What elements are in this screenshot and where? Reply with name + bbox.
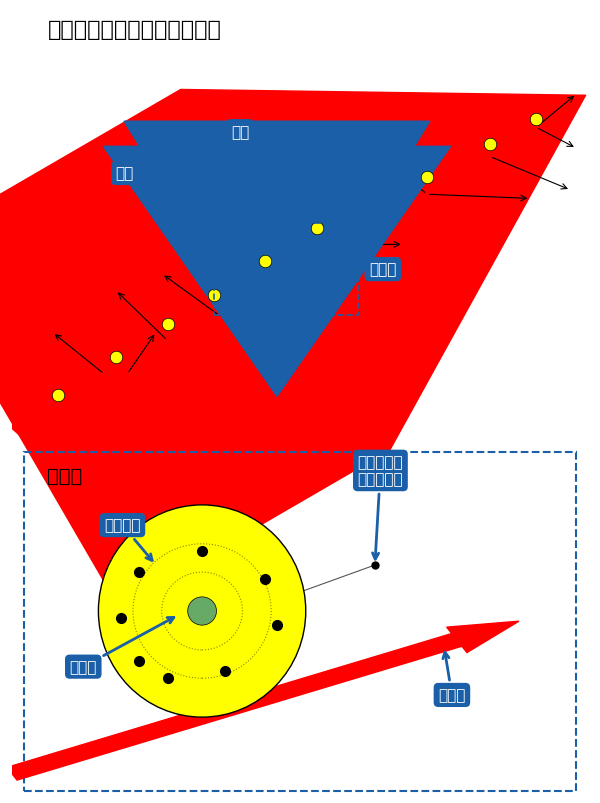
Text: 放射線が空気を電離する様子: 放射線が空気を電離する様子 <box>48 20 222 40</box>
Ellipse shape <box>98 505 306 717</box>
Text: 放射線: 放射線 <box>438 652 466 703</box>
Text: 電子: 電子 <box>231 124 266 247</box>
FancyArrow shape <box>7 622 519 781</box>
Text: 原子核: 原子核 <box>70 618 174 675</box>
Text: 軌道電子: 軌道電子 <box>104 518 152 560</box>
Text: 放射線: 放射線 <box>328 239 397 277</box>
FancyArrow shape <box>2 135 519 438</box>
Text: 軌道電子が
自由電子に: 軌道電子が 自由電子に <box>358 454 403 560</box>
Ellipse shape <box>188 597 217 626</box>
Text: 拡大図: 拡大図 <box>47 467 82 485</box>
Text: 原子: 原子 <box>116 166 210 282</box>
